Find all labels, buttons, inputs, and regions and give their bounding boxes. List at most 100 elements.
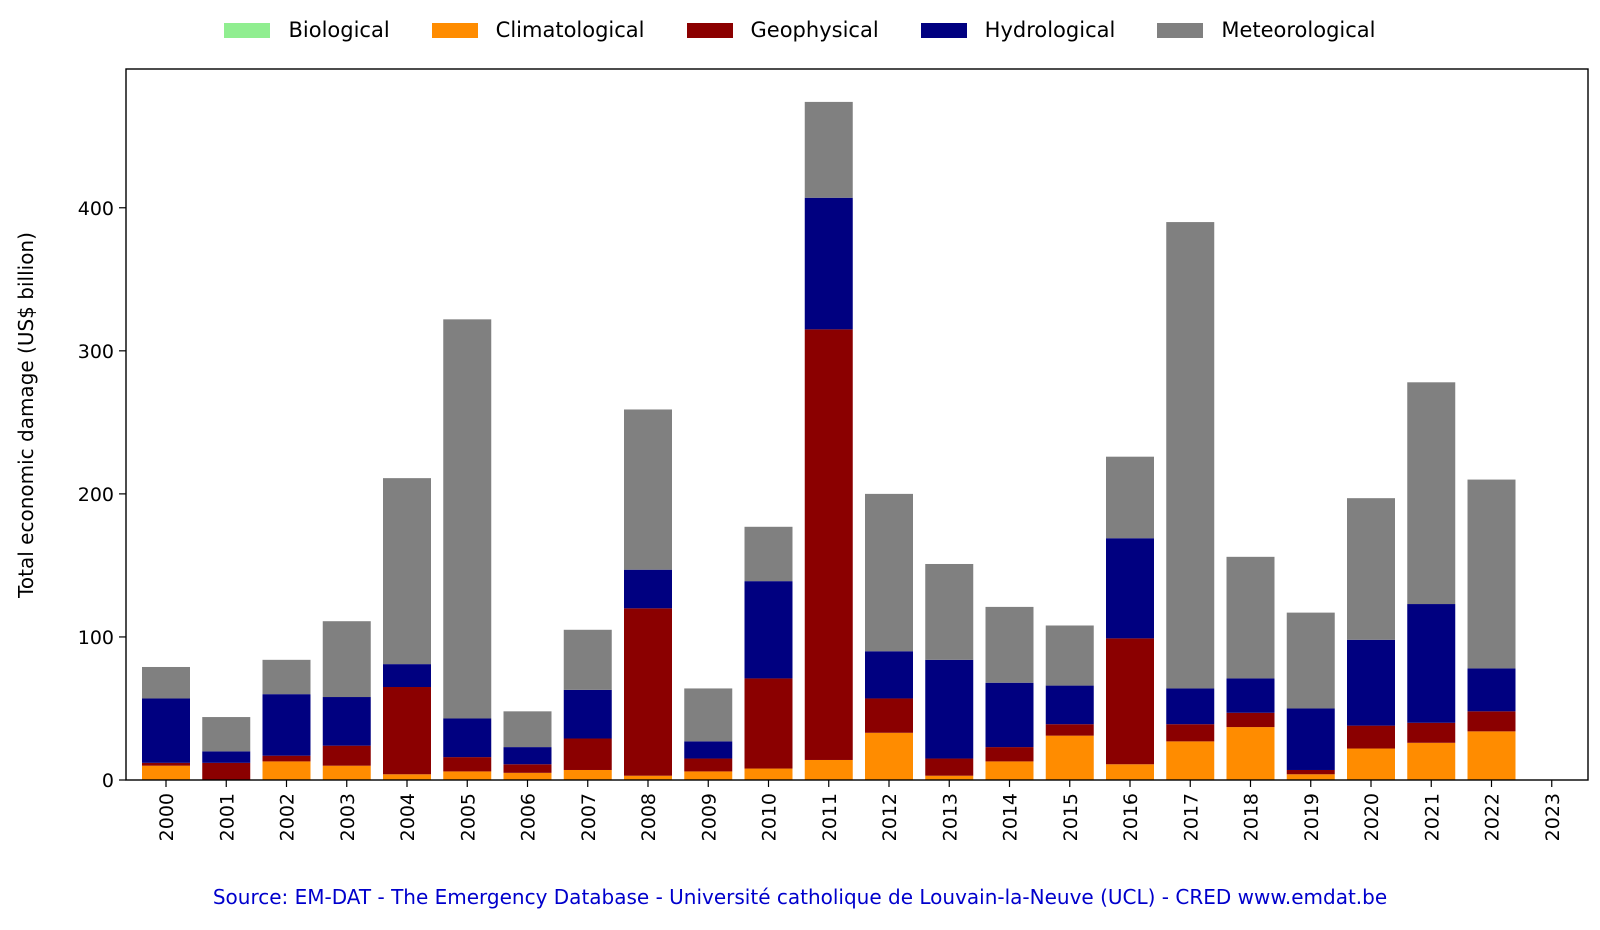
bar-hydrological-2016 xyxy=(1106,538,1154,639)
legend-swatch xyxy=(920,22,967,38)
legend-swatch xyxy=(224,22,271,38)
bar-meteorological-2018 xyxy=(1226,556,1275,679)
x-tick-label: 2019 xyxy=(1301,793,1323,841)
bar-meteorological-2010 xyxy=(744,526,793,582)
source-caption: Source: EM-DAT - The Emergency Database … xyxy=(212,885,1388,909)
legend-item-climatological: Climatological xyxy=(431,18,645,42)
bar-climatological-2006 xyxy=(503,772,552,780)
bar-climatological-2005 xyxy=(443,771,492,780)
bar-hydrological-2015 xyxy=(1045,685,1094,725)
legend-item-biological: Biological xyxy=(224,18,390,42)
legend-label: Biological xyxy=(288,18,390,42)
legend-label: Hydrological xyxy=(984,18,1116,42)
bar-geophysical-2002 xyxy=(262,755,311,762)
bar-meteorological-2009 xyxy=(684,688,733,742)
x-tick-label: 2020 xyxy=(1361,793,1383,841)
bar-meteorological-2004 xyxy=(383,478,431,665)
bar-meteorological-2022 xyxy=(1467,479,1516,669)
legend-swatch xyxy=(1157,22,1204,38)
bar-geophysical-2001 xyxy=(202,762,251,780)
bar-hydrological-2009 xyxy=(684,741,733,759)
bar-geophysical-2014 xyxy=(985,747,1034,762)
bar-geophysical-2003 xyxy=(322,745,371,766)
x-tick-label: 2022 xyxy=(1482,793,1504,841)
bar-geophysical-2021 xyxy=(1407,722,1456,743)
bar-climatological-2004 xyxy=(383,774,431,780)
bar-hydrological-2010 xyxy=(744,581,793,679)
bar-geophysical-2015 xyxy=(1045,724,1094,736)
bar-climatological-2002 xyxy=(262,761,311,780)
bar-climatological-2010 xyxy=(744,768,793,780)
bar-geophysical-2004 xyxy=(383,687,431,775)
bar-meteorological-2015 xyxy=(1045,625,1094,686)
bar-geophysical-2000 xyxy=(142,762,190,766)
x-tick-label: 2011 xyxy=(819,793,841,841)
bar-meteorological-2003 xyxy=(322,621,371,698)
bar-geophysical-2019 xyxy=(1286,769,1335,775)
x-tick-label: 2008 xyxy=(638,793,660,841)
x-tick-label: 2021 xyxy=(1421,793,1443,841)
bar-hydrological-2006 xyxy=(503,747,552,765)
legend-label: Meteorological xyxy=(1221,18,1376,42)
bar-meteorological-2006 xyxy=(503,711,552,748)
chart-legend: Biological Climatological Geophysical Hydro… xyxy=(0,18,1600,42)
bar-climatological-2018 xyxy=(1226,727,1275,780)
x-tick-label: 2000 xyxy=(156,793,178,841)
x-tick-label: 2012 xyxy=(879,793,901,841)
bar-hydrological-2014 xyxy=(985,682,1034,748)
bar-hydrological-2020 xyxy=(1347,639,1395,726)
bar-geophysical-2010 xyxy=(744,678,793,769)
x-tick-label: 2023 xyxy=(1542,793,1564,841)
bar-climatological-2019 xyxy=(1286,774,1335,780)
y-axis-label: Total economic damage (US$ billion) xyxy=(13,231,38,598)
bar-meteorological-2014 xyxy=(985,606,1034,683)
bar-meteorological-2000 xyxy=(142,666,190,699)
bar-hydrological-2001 xyxy=(202,751,251,763)
y-tick-label: 200 xyxy=(78,484,114,506)
bar-meteorological-2001 xyxy=(202,717,251,752)
x-tick-label: 2010 xyxy=(759,793,781,841)
x-tick-label: 2004 xyxy=(397,793,419,841)
bar-hydrological-2018 xyxy=(1226,678,1275,713)
bar-meteorological-2021 xyxy=(1407,382,1456,605)
bar-meteorological-2005 xyxy=(443,319,492,719)
x-tick-label: 2018 xyxy=(1241,793,1263,841)
legend-item-hydrological: Hydrological xyxy=(920,18,1116,42)
bar-meteorological-2016 xyxy=(1106,456,1154,539)
x-tick-label: 2002 xyxy=(277,793,299,841)
bar-geophysical-2008 xyxy=(624,608,672,776)
bar-climatological-2017 xyxy=(1166,741,1215,780)
bar-hydrological-2021 xyxy=(1407,604,1456,723)
bar-hydrological-2000 xyxy=(142,698,190,763)
bar-meteorological-2012 xyxy=(865,493,913,652)
x-tick-label: 2015 xyxy=(1060,793,1082,841)
x-tick-label: 2003 xyxy=(337,793,359,841)
bar-meteorological-2019 xyxy=(1286,612,1335,709)
bar-climatological-2014 xyxy=(985,761,1034,780)
legend-item-geophysical: Geophysical xyxy=(686,18,879,42)
bar-climatological-2021 xyxy=(1407,742,1456,780)
legend-item-meteorological: Meteorological xyxy=(1157,18,1376,42)
bar-hydrological-2013 xyxy=(925,659,974,759)
x-tick-label: 2001 xyxy=(216,793,238,841)
legend-label: Climatological xyxy=(495,18,645,42)
bar-geophysical-2022 xyxy=(1467,711,1516,732)
x-tick-label: 2007 xyxy=(578,793,600,841)
bar-geophysical-2016 xyxy=(1106,638,1154,765)
bar-hydrological-2005 xyxy=(443,718,492,758)
x-tick-label: 2013 xyxy=(939,793,961,841)
bar-meteorological-2011 xyxy=(804,101,853,198)
bar-geophysical-2017 xyxy=(1166,724,1215,742)
bar-geophysical-2011 xyxy=(804,329,853,760)
bar-geophysical-2020 xyxy=(1347,725,1395,749)
bar-climatological-2020 xyxy=(1347,748,1395,780)
bar-hydrological-2002 xyxy=(262,694,311,756)
bar-geophysical-2005 xyxy=(443,757,492,772)
bar-hydrological-2011 xyxy=(804,197,853,330)
bar-climatological-2015 xyxy=(1045,735,1094,780)
bar-hydrological-2003 xyxy=(322,697,371,746)
x-tick-label: 2009 xyxy=(698,793,720,841)
bar-climatological-2003 xyxy=(322,765,371,780)
legend-label: Geophysical xyxy=(750,18,879,42)
bar-climatological-2009 xyxy=(684,771,733,780)
